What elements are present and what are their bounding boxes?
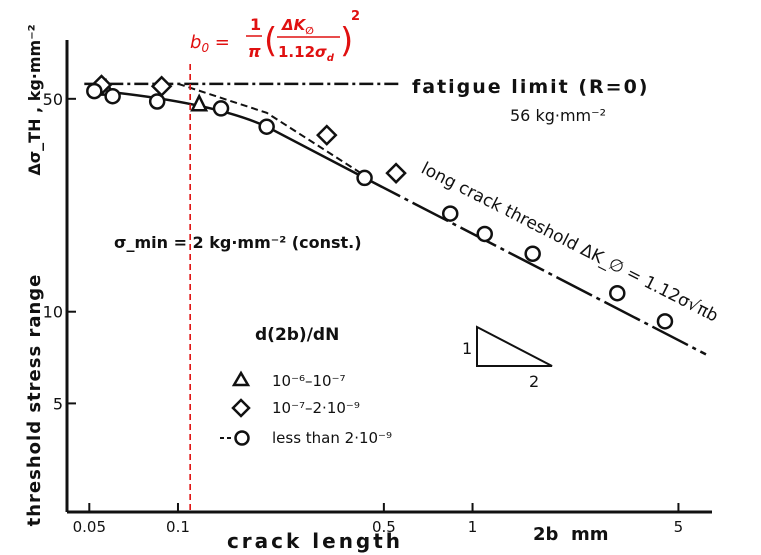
x-tick-label-3: 1 xyxy=(468,518,478,536)
point-diamond-1 xyxy=(150,75,173,97)
legend: d(2b)/dN 10⁻⁶–10⁻⁷ 10⁻⁷–2·10⁻⁹ less than… xyxy=(220,325,392,447)
long-crack-threshold-line xyxy=(364,176,707,356)
data-marks xyxy=(86,74,674,330)
point-circle-2 xyxy=(148,93,166,110)
fatigue-limit-value: 56 kg·mm⁻² xyxy=(510,106,606,125)
y-tick-label-1: 10 xyxy=(43,303,63,322)
svg-text:ΔK∅: ΔK∅ xyxy=(281,16,314,37)
svg-text:b0 =: b0 = xyxy=(190,32,230,55)
x-tick-label-2: 0.5 xyxy=(372,518,396,536)
long-crack-label: long crack threshold ΔK_∅ = 1.12σ√πb xyxy=(418,159,722,327)
y-tick-label-0: 5 xyxy=(53,394,63,413)
slope-rise-label: 1 xyxy=(462,339,472,358)
b0-formula: b0 = 1 π ( ΔK∅ 1.12σd ) 2 xyxy=(190,9,360,64)
legend-marker-triangle xyxy=(231,370,251,387)
legend-title: d(2b)/dN xyxy=(255,325,339,345)
svg-text:(: ( xyxy=(264,21,277,61)
legend-label-1: 10⁻⁶–10⁻⁷ xyxy=(272,372,346,390)
x-axis-label: crack length xyxy=(227,529,403,553)
y-axis-unit: Δσ_TH , kg·mm⁻² xyxy=(25,24,44,175)
slope-run-label: 2 xyxy=(529,372,539,391)
svg-text:2: 2 xyxy=(351,9,360,24)
x-tick-label-0: 0.05 xyxy=(73,518,106,536)
point-circle-8 xyxy=(524,245,541,262)
svg-text:π: π xyxy=(248,42,261,61)
point-triangle-1 xyxy=(190,93,209,112)
x-tick-label-1: 0.1 xyxy=(166,518,190,536)
point-circle-3 xyxy=(212,100,230,117)
fatigue-limit-label: fatigue limit (R=0) xyxy=(412,76,649,98)
x-axis-unit: 2b mm xyxy=(533,524,608,545)
svg-text:1: 1 xyxy=(250,15,261,34)
point-circle-7 xyxy=(476,225,493,243)
point-circle-6 xyxy=(441,205,459,222)
svg-text:): ) xyxy=(340,21,353,61)
point-circle-10 xyxy=(656,313,674,330)
legend-marker-diamond xyxy=(231,398,251,418)
legend-marker-circle xyxy=(234,430,250,446)
point-circle-4 xyxy=(258,118,275,135)
legend-label-3: less than 2·10⁻⁹ xyxy=(272,429,392,447)
point-circle-1 xyxy=(104,87,121,105)
x-tick-group: 0.05 0.1 0.5 1 5 xyxy=(73,503,684,536)
dashed-transition-line xyxy=(177,82,366,177)
point-circle-5 xyxy=(356,169,373,187)
reference-lines xyxy=(84,82,707,356)
y-axis-label: threshold stress range xyxy=(24,274,45,527)
point-diamond-3 xyxy=(385,162,407,184)
plot-area: 0.05 0.1 0.5 1 5 5 10 50 xyxy=(43,40,712,536)
y-tick-group: 5 10 50 xyxy=(43,90,76,413)
y-tick-label-2: 50 xyxy=(43,90,63,109)
legend-label-2: 10⁻⁷–2·10⁻⁹ xyxy=(272,399,360,417)
point-diamond-2 xyxy=(316,124,338,146)
slope-triangle: 1 2 xyxy=(462,325,553,391)
sigma-min-label: σ_min = 2 kg·mm⁻² (const.) xyxy=(114,233,362,252)
x-tick-label-4: 5 xyxy=(674,518,684,536)
svg-text:1.12σd: 1.12σd xyxy=(278,43,335,64)
point-circle-0 xyxy=(86,82,103,100)
point-circle-9 xyxy=(609,284,626,302)
